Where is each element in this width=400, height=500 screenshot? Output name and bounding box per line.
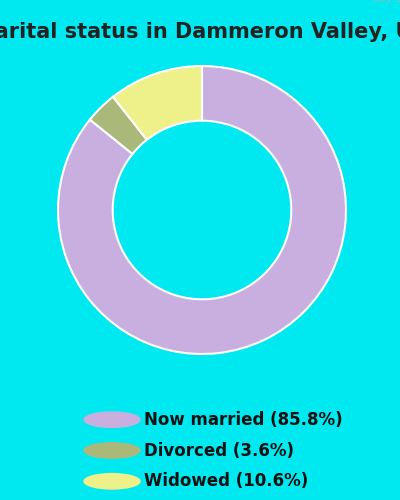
Text: City-Data.com: City-Data.com — [373, 0, 400, 4]
Text: Divorced (3.6%): Divorced (3.6%) — [144, 442, 294, 460]
Circle shape — [84, 412, 140, 428]
Circle shape — [84, 474, 140, 489]
Text: Now married (85.8%): Now married (85.8%) — [144, 410, 343, 428]
Wedge shape — [58, 66, 346, 354]
Text: Widowed (10.6%): Widowed (10.6%) — [144, 472, 308, 490]
Wedge shape — [113, 66, 202, 140]
Circle shape — [84, 443, 140, 458]
Text: Marital status in Dammeron Valley, UT: Marital status in Dammeron Valley, UT — [0, 22, 400, 42]
Wedge shape — [90, 97, 147, 154]
